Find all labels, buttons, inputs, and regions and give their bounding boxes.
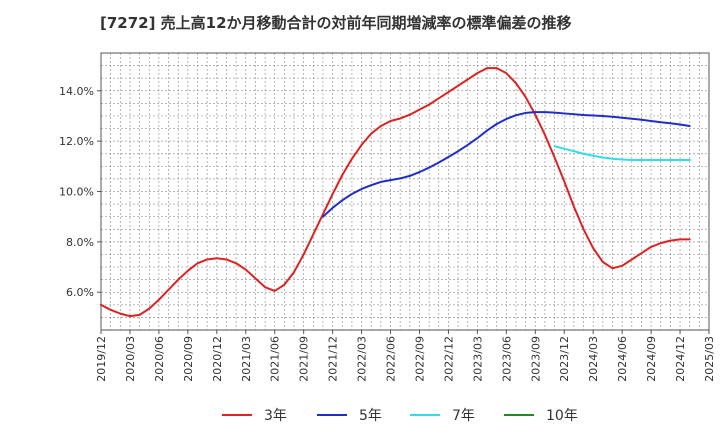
x-tick-label: 2023/03 — [471, 336, 484, 382]
y-tick-label: 6.0% — [66, 286, 94, 299]
x-tick-label: 2020/12 — [211, 336, 224, 382]
x-tick-label: 2023/09 — [529, 336, 542, 382]
x-tick-label: 2022/12 — [442, 336, 455, 382]
x-tick-label: 2022/03 — [356, 336, 369, 382]
x-tick-label: 2021/09 — [298, 336, 311, 382]
x-tick-label: 2022/09 — [413, 336, 426, 382]
legend-label: 5年 — [359, 408, 382, 424]
x-tick-label: 2021/12 — [327, 336, 340, 382]
chart-title: [7272] 売上高12か月移動合計の対前年同期増減率の標準偏差の推移 — [100, 14, 572, 32]
y-tick-label: 10.0% — [59, 186, 94, 199]
x-tick-label: 2024/09 — [645, 336, 658, 382]
series-line-3年 — [100, 67, 691, 318]
x-tick-label: 2021/03 — [240, 336, 253, 382]
x-tick-label: 2023/06 — [500, 336, 513, 382]
x-tick-label: 2025/03 — [703, 336, 716, 382]
x-tick-label: 2023/12 — [558, 336, 571, 382]
x-tick-label: 2024/12 — [674, 336, 687, 382]
x-tick-label: 2020/06 — [153, 336, 166, 382]
x-tick-label: 2021/06 — [269, 336, 282, 382]
y-tick-label: 8.0% — [66, 236, 94, 249]
legend: 3年 5年 7年 10年 — [222, 408, 578, 424]
series-line-7年 — [553, 145, 691, 162]
x-tick-label: 2022/06 — [385, 336, 398, 382]
series-line-5年 — [321, 111, 691, 218]
legend-label: 10年 — [546, 408, 578, 424]
x-tick-label: 2020/09 — [182, 336, 195, 382]
y-tick-label: 12.0% — [59, 135, 94, 148]
legend-label: 3年 — [264, 408, 287, 424]
legend-label: 7年 — [452, 408, 475, 424]
y-axis: 6.0% 8.0% 10.0% 12.0% 14.0% — [59, 85, 101, 299]
x-axis: 2019/12 2020/03 2020/06 2020/09 2020/12 2021/… — [95, 330, 716, 382]
y-tick-label: 14.0% — [59, 85, 94, 98]
grid — [101, 53, 709, 330]
x-tick-label: 2019/12 — [95, 336, 108, 382]
series-group — [100, 67, 691, 318]
x-tick-label: 2024/03 — [587, 336, 600, 382]
x-tick-label: 2020/03 — [124, 336, 137, 382]
x-tick-label: 2024/06 — [616, 336, 629, 382]
